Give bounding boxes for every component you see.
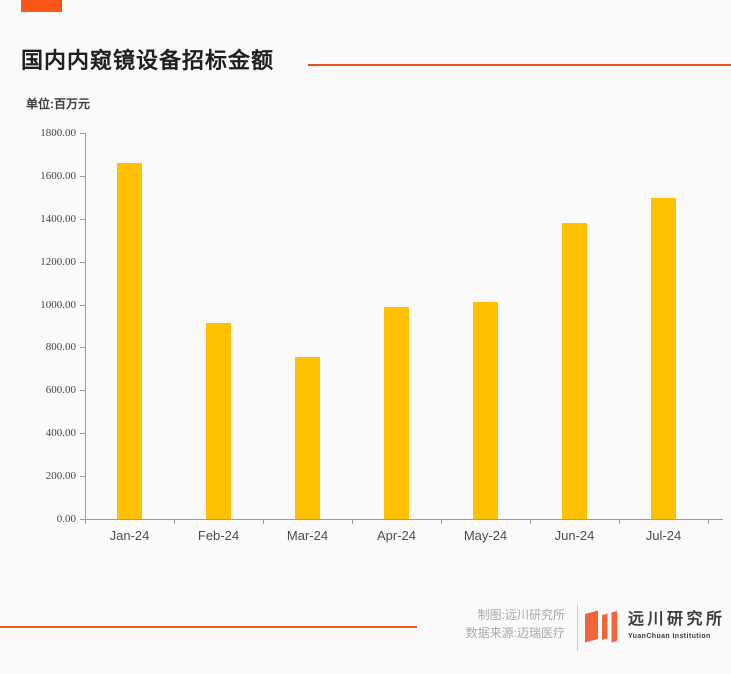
x-tick xyxy=(352,519,353,524)
y-tick xyxy=(80,175,85,177)
title-rule xyxy=(308,64,731,66)
footer-rule xyxy=(0,626,417,628)
x-axis-label-jul-24: Jul-24 xyxy=(645,528,682,543)
accent-block xyxy=(21,0,62,12)
credit-chart-by: 制图:远川研究所 xyxy=(477,608,565,622)
y-tick-label: 1000.00 xyxy=(40,298,76,311)
bar-chart: 0.00 200.00 400.00 600.00 800.00 1000.00 1200.… xyxy=(40,127,723,543)
logo-stripes-icon xyxy=(585,610,619,648)
x-tick xyxy=(85,519,86,524)
bar-mar-24 xyxy=(295,356,320,519)
x-tick xyxy=(263,519,264,524)
x-axis-label-apr-24: Apr-24 xyxy=(376,528,417,543)
y-tick-label: 1400.00 xyxy=(40,212,76,225)
unit-label: 单位:百万元 xyxy=(26,97,90,111)
x-tick xyxy=(174,519,175,524)
y-tick-label: 200.00 xyxy=(45,470,76,483)
bar-jul-24 xyxy=(651,197,676,519)
y-tick xyxy=(80,476,85,478)
x-axis-label-jan-24: Jan-24 xyxy=(109,528,150,543)
credit-data-source: 数据来源:迈瑞医疗 xyxy=(465,626,565,640)
footer-divider xyxy=(577,604,578,651)
y-tick-label: 400.00 xyxy=(45,427,76,440)
y-tick xyxy=(80,304,85,306)
y-tick xyxy=(80,133,85,134)
y-axis-line xyxy=(85,133,86,519)
x-tick xyxy=(530,519,531,524)
y-tick-label: 800.00 xyxy=(45,341,76,354)
y-tick xyxy=(80,433,85,435)
page-title: 国内内窥镜设备招标金额 xyxy=(21,48,275,73)
y-tick xyxy=(80,519,85,520)
bar-may-24 xyxy=(473,302,498,519)
bar-feb-24 xyxy=(206,322,231,519)
x-axis-label-jun-24: Jun-24 xyxy=(554,528,595,543)
bar-jan-24 xyxy=(117,163,142,519)
x-axis-label-mar-24: Mar-24 xyxy=(286,528,329,543)
x-axis-line xyxy=(85,519,723,520)
y-tick xyxy=(80,261,85,263)
x-tick xyxy=(619,519,620,524)
y-tick xyxy=(80,218,85,220)
credits-block: 制图:远川研究所 数据来源:迈瑞医疗 xyxy=(365,606,565,642)
y-tick-label: 1200.00 xyxy=(40,255,76,268)
y-tick-label: 0.00 xyxy=(56,513,76,525)
logo-name-cn: 远川研究所 xyxy=(628,611,726,628)
x-axis-label-may-24: May-24 xyxy=(463,528,508,543)
y-tick-label: 1600.00 xyxy=(40,169,76,182)
logo-text: 远川研究所 YuanChuan Institution xyxy=(628,610,726,640)
bar-apr-24 xyxy=(384,306,409,519)
x-axis-label-feb-24: Feb-24 xyxy=(197,528,240,543)
y-tick-label: 1800.00 xyxy=(40,127,76,139)
x-tick xyxy=(708,519,709,524)
y-tick xyxy=(80,347,85,349)
y-tick xyxy=(80,390,85,392)
x-tick xyxy=(441,519,442,524)
y-tick-label: 600.00 xyxy=(45,384,76,397)
logo-name-en: YuanChuan Institution xyxy=(628,633,711,640)
bar-jun-24 xyxy=(562,223,587,519)
brand-logo: 远川研究所 YuanChuan Institution xyxy=(585,610,726,648)
